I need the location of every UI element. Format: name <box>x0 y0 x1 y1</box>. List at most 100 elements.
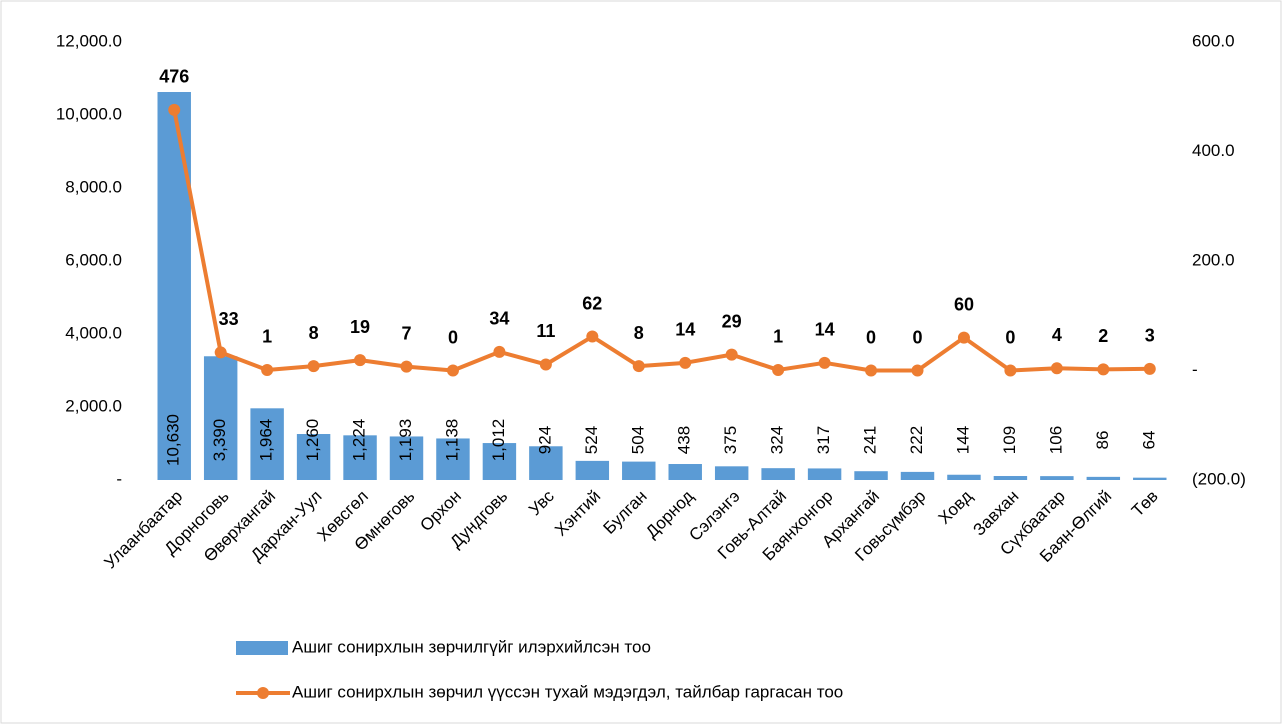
bar <box>203 356 238 480</box>
bar-value-label: 144 <box>953 426 972 454</box>
bar-value-label: 504 <box>628 426 647 454</box>
bar-value-label: 438 <box>675 426 694 454</box>
line-marker <box>586 330 599 343</box>
line-marker <box>307 360 320 373</box>
line-marker <box>493 345 506 358</box>
line-value-label: 0 <box>448 327 458 347</box>
bar-value-label: 375 <box>721 426 740 454</box>
legend-label: Ашиг сонирхлын зөрчил үүссэн тухай мэдэг… <box>292 682 843 701</box>
bar-value-label: 241 <box>861 426 880 454</box>
line-value-label: 14 <box>675 320 695 340</box>
line-value-label: 11 <box>536 321 555 341</box>
bar-value-label: 924 <box>535 426 554 454</box>
bar <box>1133 477 1167 480</box>
y2-tick-label: 600.0 <box>1192 31 1235 50</box>
line-value-label: 0 <box>1005 327 1015 347</box>
line-value-label: 4 <box>1052 325 1062 345</box>
y-tick-label: 8,000.0 <box>65 177 122 196</box>
line-value-label: 62 <box>582 293 602 313</box>
line-marker <box>1004 364 1017 377</box>
bar <box>250 408 284 480</box>
line-marker <box>1097 363 1110 376</box>
line-marker <box>261 363 274 376</box>
y-tick-label: 10,000.0 <box>56 104 122 123</box>
bar <box>947 474 981 480</box>
line-marker <box>539 358 552 371</box>
bar <box>343 435 377 480</box>
line-value-label: 33 <box>219 309 239 329</box>
line-value-label: 476 <box>159 67 189 87</box>
bar-value-label: 86 <box>1093 431 1112 450</box>
legend-swatch <box>257 687 269 699</box>
bar <box>482 443 517 480</box>
bar-value-label: 1,193 <box>396 419 415 462</box>
bar-value-label: 3,390 <box>210 419 229 462</box>
bar <box>807 468 842 480</box>
bar <box>1086 476 1121 480</box>
bar-value-label: 324 <box>768 426 787 454</box>
line-value-label: 34 <box>489 309 509 329</box>
bar <box>389 436 424 480</box>
y2-tick-label: 400.0 <box>1192 141 1235 160</box>
line-marker <box>1143 362 1156 375</box>
line-value-label: 8 <box>634 323 644 343</box>
bar <box>668 464 702 480</box>
bar-value-label: 1,964 <box>257 419 276 462</box>
line-marker <box>865 364 878 377</box>
bar-value-label: 106 <box>1046 426 1065 454</box>
line-value-label: 29 <box>722 311 742 331</box>
line-marker <box>400 360 413 373</box>
line-marker <box>772 363 785 376</box>
bar-value-label: 1,260 <box>303 419 322 462</box>
bar <box>900 471 935 480</box>
line-value-label: 2 <box>1098 326 1108 346</box>
bar <box>157 92 191 480</box>
bar <box>714 466 749 480</box>
bar-value-label: 64 <box>1139 431 1158 450</box>
line-value-label: 0 <box>912 327 922 347</box>
y-tick-label: 4,000.0 <box>65 323 122 342</box>
line-value-label: 7 <box>401 323 411 343</box>
bar-value-label: 1,012 <box>489 419 508 462</box>
bar-value-label: 524 <box>582 426 601 454</box>
line-marker <box>446 364 459 377</box>
bar <box>529 446 563 480</box>
bar <box>761 468 795 480</box>
bar-value-label: 317 <box>814 426 833 454</box>
line-marker <box>818 356 831 369</box>
bar <box>1040 476 1074 480</box>
bar <box>993 476 1028 480</box>
legend-label: Ашиг сонирхлын зөрчилгүйг илэрхийлсэн то… <box>292 637 651 656</box>
line-value-label: 3 <box>1145 326 1155 346</box>
line-marker <box>957 331 970 344</box>
legend-swatch <box>236 641 288 655</box>
y-tick-label: - <box>116 469 122 488</box>
line <box>172 109 1150 373</box>
bar-value-label: 1,138 <box>442 419 461 462</box>
bar <box>575 460 610 480</box>
bar-value-label: 10,630 <box>164 414 183 466</box>
line-value-label: 14 <box>815 320 835 340</box>
line-value-label: 1 <box>773 327 783 347</box>
y-tick-label: 6,000.0 <box>65 250 122 269</box>
bar-value-label: 109 <box>1000 426 1019 454</box>
bar <box>854 471 888 480</box>
bar <box>436 438 470 480</box>
bar <box>296 434 331 480</box>
line-marker <box>632 360 645 373</box>
line-marker <box>354 354 367 367</box>
line-value-label: 19 <box>350 317 370 337</box>
y2-tick-label: - <box>1192 360 1198 379</box>
line-marker <box>168 103 181 116</box>
line-value-label: 60 <box>954 294 974 314</box>
line-value-label: 0 <box>866 327 876 347</box>
y2-tick-label: (200.0) <box>1192 469 1246 488</box>
line-marker <box>725 348 738 361</box>
bar-value-label: 1,224 <box>350 419 369 462</box>
y-tick-label: 2,000.0 <box>65 396 122 415</box>
line-marker <box>1050 362 1063 375</box>
line-marker <box>679 356 692 369</box>
line-marker <box>911 364 924 377</box>
line-value-label: 1 <box>262 327 272 347</box>
